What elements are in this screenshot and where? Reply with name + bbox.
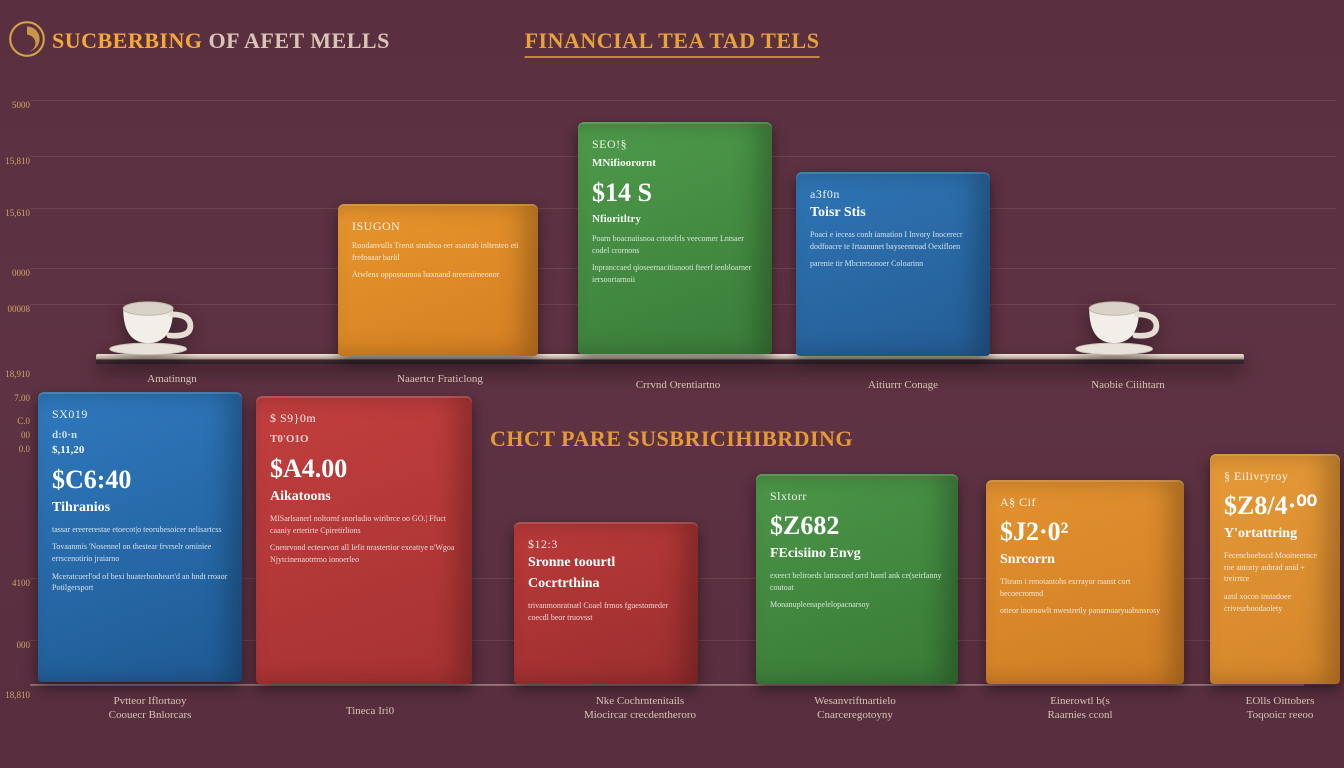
category-label: Einerowtl b(sRaarnies cconl [1000,694,1160,723]
category-label: Tineca Iri0 [300,704,440,718]
category-label: Naaertcr Fraticlong [370,372,510,386]
category-label: Crrvnd Orentiartno [598,378,758,392]
financial-card: § Eilivryroy$Z8/4·⁰⁰Y'ortattringFecencbo… [1210,454,1340,684]
title-center: FINANCIAL TEA TAD TELS [525,28,820,58]
y-tick: 15,610 [4,208,30,218]
category-label: Pvtteor IflortaoyCoouecr Bnlorcars [70,694,230,723]
y-tick: 0.0 [4,444,30,454]
teacup-icon [1070,286,1166,358]
financial-card: SEO!§MNifioorornt$14 SNfioritltryPoarn b… [578,122,772,354]
financial-card: $ S9}0mT0'O1O$A4.00AikatoonsMISarlsanerl… [256,396,472,684]
category-label: WesanvriftnartieloCnarceregotoyny [770,694,940,723]
y-tick: 15,810 [4,156,30,166]
y-tick: 000 [4,640,30,650]
teacup-icon [104,286,200,358]
y-axis: 5000 15,810 15,610 0000 00008 18,910 7.00 C.0 00… [0,0,30,768]
y-tick: 18,910 [4,369,30,379]
financial-card: A§ Cif$J2·0²SnrcorrnTlteam i renotantohs… [986,480,1184,684]
y-tick: 4100 [4,578,30,588]
gridline [30,100,1336,101]
y-tick: 18,810 [4,690,30,700]
financial-card: SX019d:0·n$,11,20$C6:40Tihraniostassar e… [38,392,242,682]
baseline [30,684,1304,686]
financial-card: a3f0nToisr StisPoaci e ieceas conh iamat… [796,172,990,356]
y-tick: 0000 [4,268,30,278]
y-tick: 7.00 [4,393,30,403]
financial-card: ISUGONRoodanvulls Trerut stnalroa eer as… [338,204,538,356]
y-tick: 00 [4,430,30,440]
category-label: Amatinngn [112,372,232,386]
category-label: EOlls OittobersToqooicr reeoo [1210,694,1344,723]
y-tick: 00008 [4,304,30,314]
category-label: Naobie Ciiihtarn [1058,378,1198,392]
y-tick: C.0 [4,416,30,426]
financial-card: $12:3Sronne toourtlCocrtrthinatrivanmonr… [514,522,698,684]
title-section: CHCT PARE SUSBRICIHIBRDING [490,426,853,452]
category-label: Aitiurrr Conage [828,378,978,392]
category-label: Nke CochrntenitailsMiocircar crecdenther… [550,694,730,723]
title-left: SUCBERBING OF AFET MELLS [52,28,390,54]
financial-card: Slxtorr$Z682FEcisiino Envgexeect beliroe… [756,474,958,684]
y-tick: 5000 [4,100,30,110]
